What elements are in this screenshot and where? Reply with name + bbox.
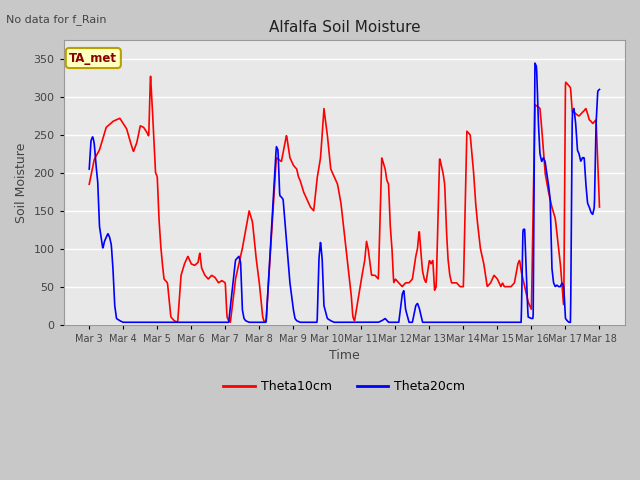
Theta10cm	[199, 268, 207, 274]
Theta20cm	[424, 319, 431, 325]
Line: Theta20cm: Theta20cm	[89, 63, 600, 322]
Theta10cm	[147, 73, 154, 79]
Theta20cm	[120, 319, 127, 325]
Line: Theta10cm: Theta10cm	[89, 76, 600, 322]
Theta10cm	[491, 273, 499, 279]
Theta20cm	[536, 143, 543, 149]
Theta10cm	[536, 105, 543, 111]
Theta20cm	[256, 319, 264, 325]
Theta10cm	[424, 267, 432, 273]
X-axis label: Time: Time	[329, 349, 360, 362]
Text: No data for f_Rain: No data for f_Rain	[6, 14, 107, 25]
Theta20cm	[531, 60, 539, 66]
Legend: Theta10cm, Theta20cm: Theta10cm, Theta20cm	[218, 375, 470, 398]
Title: Alfalfa Soil Moisture: Alfalfa Soil Moisture	[269, 20, 420, 35]
Theta20cm	[490, 319, 498, 325]
Theta10cm	[257, 292, 264, 298]
Theta10cm	[227, 319, 234, 325]
Theta20cm	[199, 319, 207, 325]
Theta10cm	[187, 260, 195, 265]
Theta20cm	[187, 319, 195, 325]
Theta10cm	[596, 204, 604, 210]
Theta20cm	[85, 166, 93, 172]
Theta20cm	[596, 86, 604, 92]
Y-axis label: Soil Moisture: Soil Moisture	[15, 142, 28, 223]
Theta10cm	[85, 181, 93, 187]
Text: TA_met: TA_met	[69, 51, 117, 64]
